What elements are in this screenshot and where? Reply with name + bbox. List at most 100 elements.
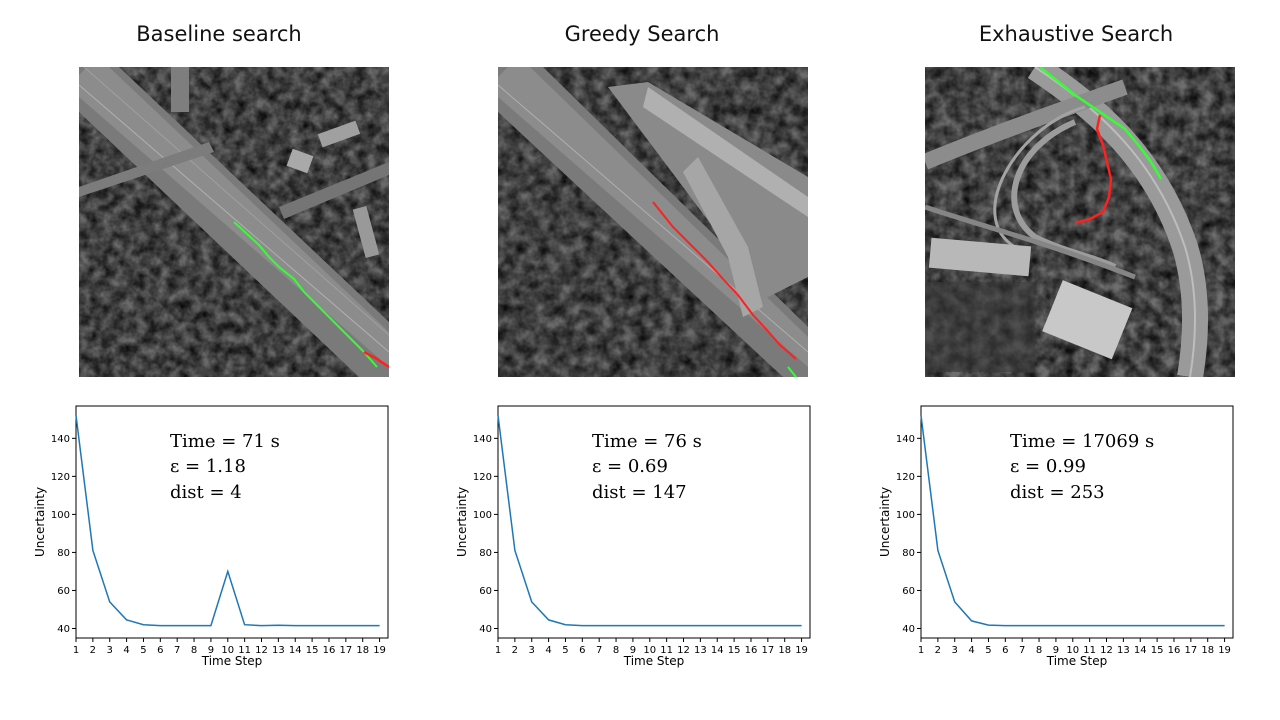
x-tick-label: 8 (1036, 645, 1042, 656)
metric-dist: dist = 253 (1010, 482, 1105, 503)
track-red (652, 201, 797, 360)
x-tick-label: 9 (208, 645, 214, 656)
y-tick-label: 100 (51, 510, 70, 521)
y-tick-label: 120 (473, 472, 492, 483)
x-tick-label: 15 (1151, 645, 1164, 656)
aerial-image-baseline (79, 67, 389, 377)
x-tick-label: 3 (107, 645, 113, 656)
x-tick-label: 14 (711, 645, 724, 656)
metric-time: Time = 17069 s (1010, 431, 1154, 452)
panel-title-greedy: Greedy Search (564, 22, 720, 46)
y-tick-label: 80 (57, 548, 70, 559)
plot-frame (497, 405, 811, 639)
x-tick-label: 16 (745, 645, 758, 656)
x-axis-label: Time Step (1046, 654, 1108, 668)
uncertainty-series-line (497, 415, 802, 627)
x-tick-label: 13 (1117, 645, 1130, 656)
track-green (233, 221, 378, 368)
plot-frame (920, 405, 1234, 639)
x-tick-label: 16 (323, 645, 336, 656)
metric-dist: dist = 147 (592, 482, 687, 503)
x-tick-label: 6 (1002, 645, 1008, 656)
y-tick-label: 60 (479, 586, 492, 597)
y-tick-label: 120 (896, 472, 915, 483)
x-tick-label: 3 (529, 645, 535, 656)
chart-exhaustive: 40 60 80 100 120 140 1 2 3 4 5 6 7 8 9 10 11 12 13 14 15 16 17… (875, 402, 1235, 677)
plot-frame (75, 405, 389, 639)
x-tick-label: 15 (728, 645, 741, 656)
x-tick-label: 2 (90, 645, 96, 656)
x-tick-label: 12 (677, 645, 690, 656)
x-tick-label: 19 (1218, 645, 1231, 656)
x-tick-label: 2 (512, 645, 518, 656)
track-green (1039, 67, 1163, 180)
x-tick-label: 4 (123, 645, 129, 656)
aerial-image-greedy (498, 67, 808, 377)
y-tick-label: 140 (51, 434, 70, 445)
x-tick-label: 17 (761, 645, 774, 656)
x-tick-label: 10 (1066, 645, 1079, 656)
x-tick-label: 19 (373, 645, 386, 656)
x-tick-label: 16 (1168, 645, 1181, 656)
y-tick-label: 140 (473, 434, 492, 445)
x-tick-label: 17 (339, 645, 352, 656)
x-tick-label: 14 (289, 645, 302, 656)
x-tick-label: 7 (596, 645, 602, 656)
x-tick-label: 12 (255, 645, 268, 656)
metric-epsilon: ε = 1.18 (170, 456, 246, 477)
x-tick-label: 10 (643, 645, 656, 656)
x-tick-label: 1 (495, 645, 501, 656)
x-tick-label: 5 (562, 645, 568, 656)
x-tick-label: 15 (306, 645, 319, 656)
x-tick-label: 18 (356, 645, 369, 656)
x-tick-label: 4 (968, 645, 974, 656)
uncertainty-series-line (920, 415, 1225, 627)
x-tick-label: 1 (918, 645, 924, 656)
x-tick-label: 11 (1083, 645, 1096, 656)
x-tick-label: 8 (613, 645, 619, 656)
y-tick-label: 40 (479, 624, 492, 635)
y-tick-label: 60 (57, 586, 70, 597)
x-tick-label: 9 (630, 645, 636, 656)
y-tick-label: 120 (51, 472, 70, 483)
metric-epsilon: ε = 0.69 (592, 456, 668, 477)
y-tick-label: 100 (896, 510, 915, 521)
x-tick-label: 1 (73, 645, 79, 656)
x-tick-label: 13 (694, 645, 707, 656)
y-axis-label: Uncertainty (33, 487, 47, 557)
x-tick-label: 5 (985, 645, 991, 656)
x-tick-label: 13 (272, 645, 285, 656)
track-red (363, 350, 389, 369)
chart-baseline: 40 60 80 100 120 140 1 2 3 4 5 6 7 8 9 10 11 12 13 14 15 16 17… (30, 402, 390, 677)
x-axis-label: Time Step (201, 654, 263, 668)
y-tick-label: 40 (902, 624, 915, 635)
x-tick-label: 11 (660, 645, 673, 656)
x-tick-label: 7 (174, 645, 180, 656)
x-tick-label: 2 (935, 645, 941, 656)
uncertainty-series-line (75, 415, 380, 627)
x-tick-label: 14 (1134, 645, 1147, 656)
track-red (1074, 114, 1113, 225)
y-tick-label: 100 (473, 510, 492, 521)
y-tick-label: 140 (896, 434, 915, 445)
track-green (787, 366, 797, 377)
x-tick-label: 4 (545, 645, 551, 656)
x-tick-label: 7 (1019, 645, 1025, 656)
y-tick-label: 60 (902, 586, 915, 597)
chart-greedy: 40 60 80 100 120 140 1 2 3 4 5 6 7 8 9 10 11 12 13 14 15 16 17… (452, 402, 812, 677)
x-tick-label: 17 (1184, 645, 1197, 656)
y-tick-label: 80 (479, 548, 492, 559)
aerial-image-exhaustive (925, 67, 1235, 377)
y-axis-label: Uncertainty (878, 487, 892, 557)
x-tick-label: 3 (952, 645, 958, 656)
panel-title-baseline: Baseline search (136, 22, 302, 46)
x-tick-label: 8 (191, 645, 197, 656)
x-tick-label: 18 (1201, 645, 1214, 656)
y-tick-label: 80 (902, 548, 915, 559)
x-tick-label: 11 (238, 645, 251, 656)
metric-time: Time = 71 s (170, 431, 280, 452)
metric-epsilon: ε = 0.99 (1010, 456, 1086, 477)
x-tick-label: 6 (157, 645, 163, 656)
x-tick-label: 19 (795, 645, 808, 656)
y-tick-label: 40 (57, 624, 70, 635)
